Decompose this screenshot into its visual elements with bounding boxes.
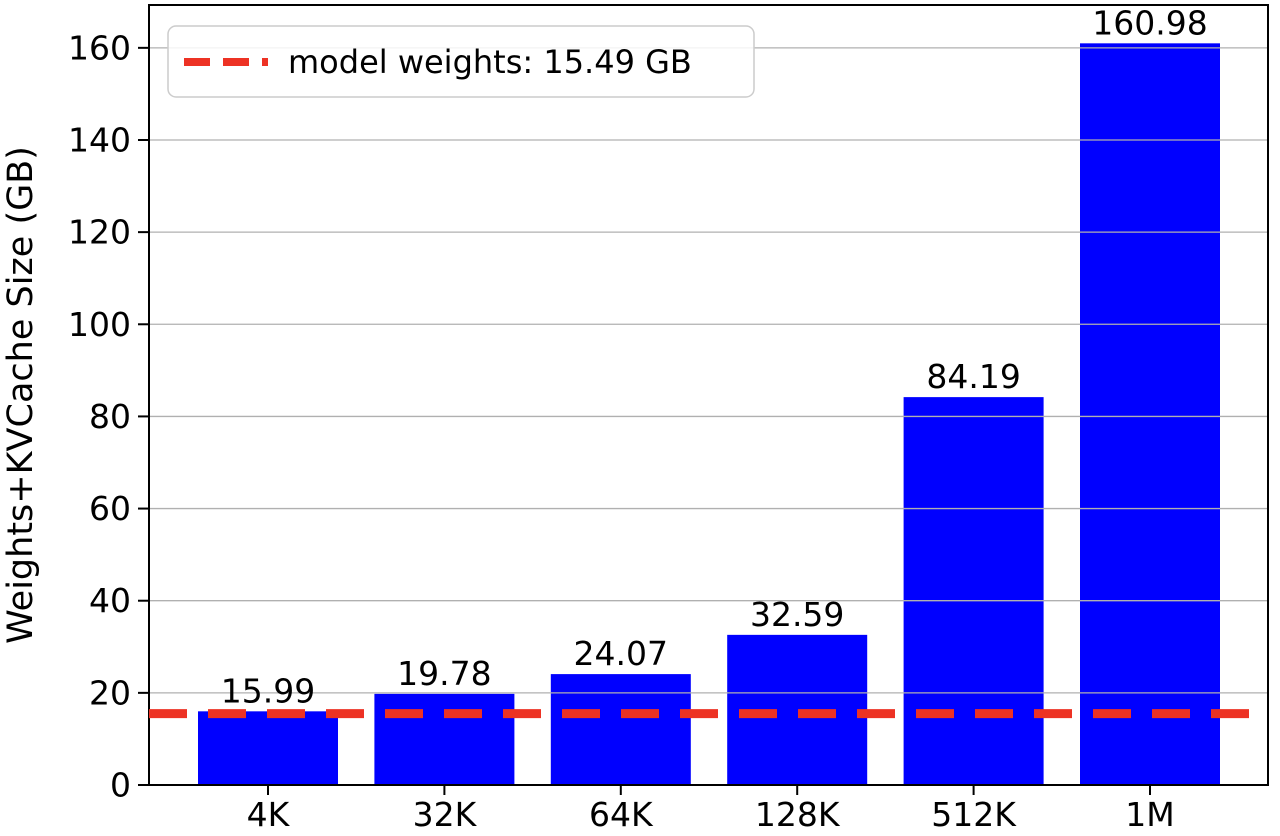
plot-frame [148,4,1269,786]
legend-box [167,25,755,98]
bar-value-label: 24.07 [574,634,668,673]
legend: model weights: 15.49 GB [167,25,755,98]
bar-value-label: 19.78 [397,654,491,693]
bar-value-label: 160.98 [1092,3,1207,42]
ticks-layer: 0 20 40 60 80 100 120 140 160 4K 32K 64K 128K 512K 1M [68,28,1175,834]
bar-value-label: 15.99 [221,671,315,710]
bar-64K [550,674,691,785]
value-labels-layer: 15.99 19.78 24.07 32.59 84.19 160.98 [221,3,1208,710]
x-tick-label: 32K [413,795,478,834]
x-tick-label: 4K [247,795,291,834]
bar-1M [1080,43,1220,785]
legend-label: model weights: 15.49 GB [288,43,692,81]
y-tick-label: 140 [68,120,131,159]
y-tick-label: 100 [68,305,131,344]
x-tick-label: 1M [1125,795,1174,834]
x-tick-label: 64K [589,795,654,834]
y-tick-label: 40 [89,581,131,620]
y-tick-label: 20 [89,673,131,712]
y-tick-label: 120 [68,213,131,252]
y-tick-label: 160 [68,28,131,67]
y-tick-label: 0 [110,766,131,805]
bar-value-label: 84.19 [926,357,1020,396]
x-tick-label: 512K [931,795,1017,834]
bar-4K [198,711,338,785]
x-tick-label: 128K [755,795,841,834]
bar-value-label: 32.59 [750,595,844,634]
y-tick-label: 80 [89,397,131,436]
bar-512K [903,397,1044,785]
y-axis-label: Weights+KVCache Size (GB) [1,146,41,644]
bars-layer [198,43,1220,785]
bar-32K [374,693,515,785]
y-tick-label: 60 [89,489,131,528]
